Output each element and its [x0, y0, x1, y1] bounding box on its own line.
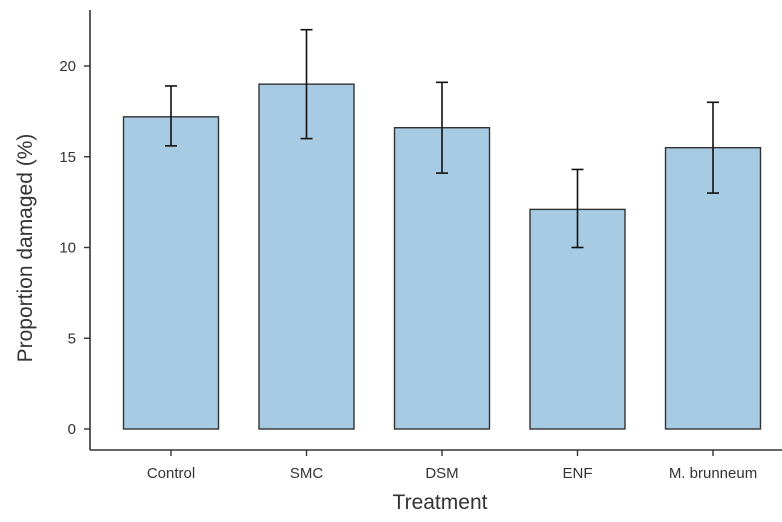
error-bar-smc [300, 28, 313, 140]
y-tick-label: 5 [68, 330, 76, 347]
x-axis: Control SMC DSM ENF M. brunneum [90, 449, 782, 482]
y-tick-label: 20 [59, 58, 76, 75]
error-bar-control [165, 85, 177, 147]
x-axis-title: Treatment [393, 491, 488, 514]
x-tick-label: M. brunneum [669, 465, 757, 482]
x-tick-label: Control [147, 465, 195, 482]
y-tick-label: 0 [68, 421, 76, 438]
bar-m-brunneum [664, 146, 762, 430]
x-tick-label: ENF [563, 465, 593, 482]
y-tick-label: 15 [59, 149, 76, 166]
error-bar-m-brunneum [707, 101, 719, 194]
bar-control [122, 116, 220, 430]
error-bars-group [165, 28, 719, 249]
error-bar-dsm [436, 81, 448, 174]
bar-smc [258, 83, 355, 430]
y-tick-label: 10 [59, 240, 76, 257]
y-axis-title: Proportion damaged (%) [14, 134, 37, 363]
x-tick-label: DSM [425, 465, 458, 482]
error-bar-enf [571, 168, 584, 249]
y-axis: 0 5 10 15 20 [59, 10, 91, 450]
x-tick-label: SMC [290, 465, 324, 482]
